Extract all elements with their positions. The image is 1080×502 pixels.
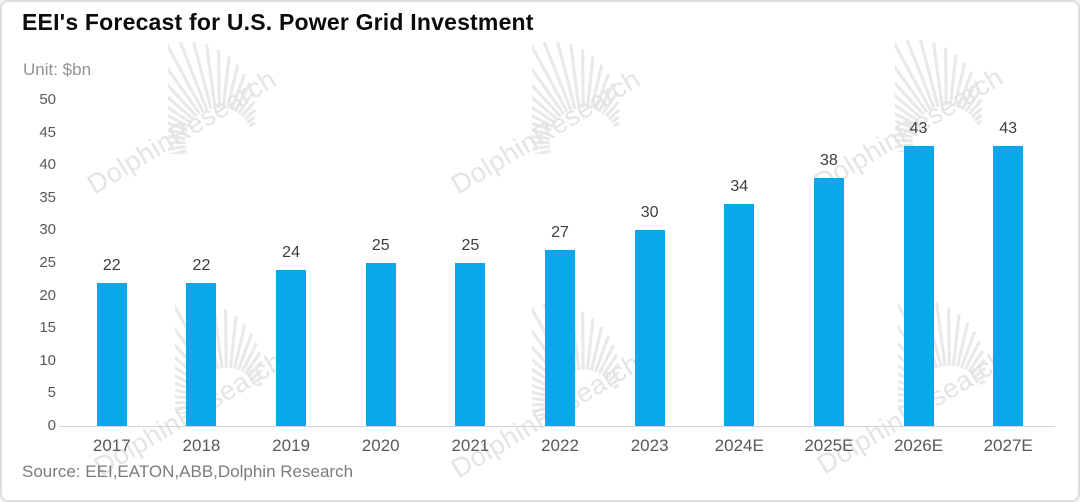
x-axis-label-2027E: 2027E [983,436,1033,455]
bar-value-label-2026E: 43 [909,120,928,137]
x-axis-label-2018: 2018 [182,436,221,455]
bar-2023 [634,230,665,426]
source-label: Source: EEI,EATON,ABB,Dolphin Research [22,462,354,481]
x-axis-label-2021: 2021 [451,436,490,455]
bar-value-label-2021: 25 [461,237,480,254]
bar-2025E [813,178,844,426]
x-axis-label-2024E: 2024E [714,436,764,455]
x-axis-label-2019: 2019 [272,436,310,455]
bar-2020 [365,263,396,426]
y-axis-tick-label-40: 40 [39,156,56,174]
x-axis-label-2022: 2022 [541,436,579,455]
bar-2026E [903,146,934,426]
bar-2019 [276,270,307,426]
bar-value-label-2024E: 34 [730,178,749,195]
plot-area: 22 22 24 25 25 27 30 34 38 43 43 [59,100,1055,427]
x-axis-label-2023: 2023 [630,436,669,455]
bar-value-label-2023: 30 [640,204,659,221]
unit-label: Unit: $bn [23,60,92,79]
bar-value-label-2017: 22 [102,257,121,274]
bar-value-label-2020: 25 [371,237,390,254]
bar-2021 [455,263,486,426]
bar-2024E [724,204,755,426]
y-axis-tick-label-20: 20 [39,286,56,304]
bar-value-label-2027E: 43 [999,120,1018,137]
chart-title: EEI's Forecast for U.S. Power Grid Inves… [22,9,534,35]
x-axis-label-2020: 2020 [361,436,400,455]
bar-value-label-2019: 24 [282,244,300,261]
y-axis-tick-label-50: 50 [39,91,56,108]
bar-2022 [545,250,575,426]
y-axis-tick-label-45: 45 [39,123,56,141]
y-axis-tick-label-0: 0 [47,417,56,434]
x-axis-line [59,426,1055,427]
bar-value-label-2022: 27 [551,224,569,241]
y-axis-tick-label-25: 25 [39,254,56,271]
y-axis-tick-label-5: 5 [47,384,56,402]
y-axis-tick-label-35: 35 [39,188,56,206]
x-axis-label-2017: 2017 [92,436,131,455]
y-axis-tick-label-15: 15 [39,319,56,337]
x-axis-label-2025E: 2025E [804,436,854,455]
y-axis-tick-label-30: 30 [39,221,56,239]
bar-2018 [186,283,217,426]
x-axis-label-2026E: 2026E [893,436,944,455]
bar-value-label-2025E: 38 [820,152,838,169]
bar-2017 [96,283,127,426]
bar-2027E [993,146,1024,426]
y-axis-tick-label-10: 10 [39,351,56,369]
bar-value-label-2018: 22 [192,257,211,274]
